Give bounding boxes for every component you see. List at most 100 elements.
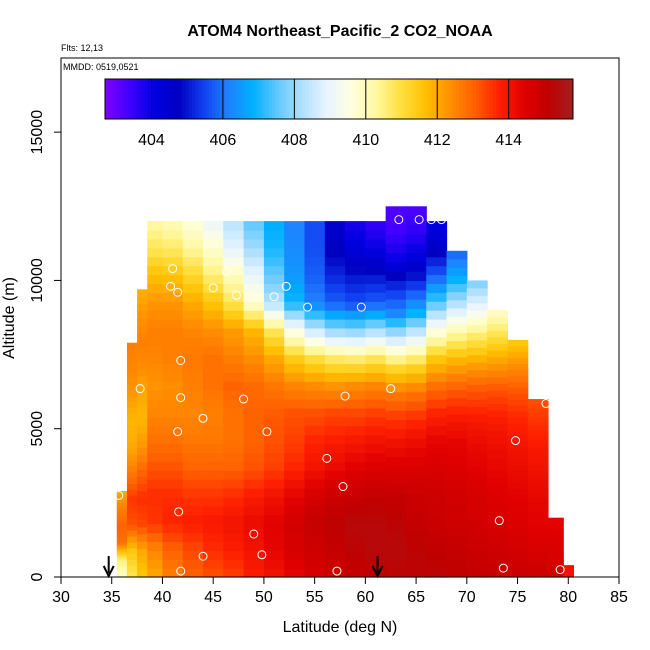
curtain-cell [263, 318, 285, 329]
curtain-cell [385, 530, 407, 541]
curtain-cell [527, 452, 549, 458]
curtain-cell [147, 345, 164, 356]
colorbar-cell [482, 79, 487, 119]
colorbar-cell [285, 79, 290, 119]
curtain-cell [263, 230, 285, 240]
x-tick-label: 65 [407, 589, 425, 606]
curtain-cell [345, 416, 366, 427]
curtain-cell [162, 274, 184, 284]
curtain-cell [547, 550, 564, 553]
curtain-cell [547, 545, 564, 548]
curtain-cell [547, 519, 564, 522]
x-tick-label: 45 [204, 589, 222, 606]
curtain-cell [223, 514, 245, 525]
colorbar-cell [566, 79, 571, 119]
curtain-cell [446, 332, 468, 342]
curtain-cell [223, 372, 245, 382]
curtain-cell [507, 446, 529, 454]
curtain-cell [507, 541, 529, 548]
curtain-cell [223, 443, 245, 454]
colorbar-cell [486, 79, 490, 119]
colorbar-cell [238, 79, 243, 119]
curtain-cell [446, 348, 468, 358]
curtain-cell [466, 562, 488, 571]
curtain-cell [426, 407, 448, 418]
curtain-cell [466, 554, 488, 563]
curtain-cell [487, 396, 508, 405]
curtain-cell [162, 345, 184, 356]
curtain-cell [547, 522, 564, 525]
curtain-cell [203, 425, 224, 436]
curtain-cell [446, 470, 468, 480]
colorbar-cell [352, 79, 357, 119]
curtain-cell [203, 470, 224, 480]
curtain-cell [203, 479, 224, 489]
curtain-cell [203, 336, 224, 347]
colorbar-cell [121, 79, 126, 119]
curtain-cell [466, 361, 488, 370]
curtain-cell [223, 292, 245, 302]
curtain-cell [223, 399, 245, 409]
curtain-cell [527, 488, 549, 494]
colorbar-cell [125, 79, 129, 119]
curtain-cell [324, 354, 346, 365]
curtain-cell [405, 530, 427, 541]
curtain-cell [466, 391, 488, 400]
curtain-cell [385, 336, 407, 346]
curtain-cell [147, 559, 164, 569]
observation-point [511, 436, 521, 446]
curtain-cell [547, 526, 564, 529]
observation-point [394, 215, 404, 225]
curtain-cell [466, 332, 488, 341]
curtain-cell [426, 505, 448, 516]
curtain-cell [126, 418, 138, 426]
curtain-cell [405, 400, 427, 411]
curtain-cell [137, 325, 148, 334]
curtain-cell [365, 274, 387, 284]
curtain-cell [446, 389, 468, 399]
curtain-cell [203, 452, 224, 462]
curtain-cell [324, 318, 346, 329]
curtain-cell [405, 456, 427, 467]
curtain-cell [137, 497, 148, 506]
curtain-cell [126, 541, 138, 549]
curtain-cell [304, 559, 326, 569]
curtain-cell [324, 452, 346, 462]
curtain-cell [426, 372, 448, 382]
curtain-cell [466, 510, 488, 519]
curtain-cell [223, 479, 245, 489]
curtain-cell [182, 470, 204, 480]
curtain-cell [284, 488, 306, 498]
curtain-cell [507, 452, 529, 459]
colorbar-cell [379, 79, 383, 119]
curtain-cell [527, 461, 549, 467]
curtain-cell [137, 548, 148, 557]
curtain-cell [203, 238, 224, 249]
y-axis-label: Altitude (m) [1, 277, 18, 359]
curtain-cell [182, 301, 204, 311]
observation-point [332, 566, 342, 576]
curtain-cell [385, 326, 407, 337]
colorbar-cell [312, 79, 317, 119]
curtain-cell [405, 336, 427, 346]
curtain-cell [126, 348, 138, 356]
curtain-cell [426, 461, 448, 471]
colorbar-cell [181, 79, 186, 119]
curtain-cell [304, 523, 326, 534]
curtain-cell [284, 461, 306, 471]
curtain-cell [147, 523, 164, 534]
curtain-cell [547, 565, 564, 568]
curtain-cell [243, 301, 265, 311]
curtain-cell [385, 456, 407, 467]
curtain-cell [426, 479, 448, 489]
curtain-cell [137, 569, 148, 578]
curtain-cell [446, 250, 468, 260]
curtain-cell [324, 532, 346, 543]
curtain-cell [324, 247, 346, 258]
curtain-cell [324, 327, 346, 338]
curtain-cell [547, 539, 564, 543]
curtain-cell [147, 452, 164, 462]
curtain-cell [304, 283, 326, 293]
curtain-cell [527, 510, 549, 516]
colorbar-cell [218, 79, 223, 119]
